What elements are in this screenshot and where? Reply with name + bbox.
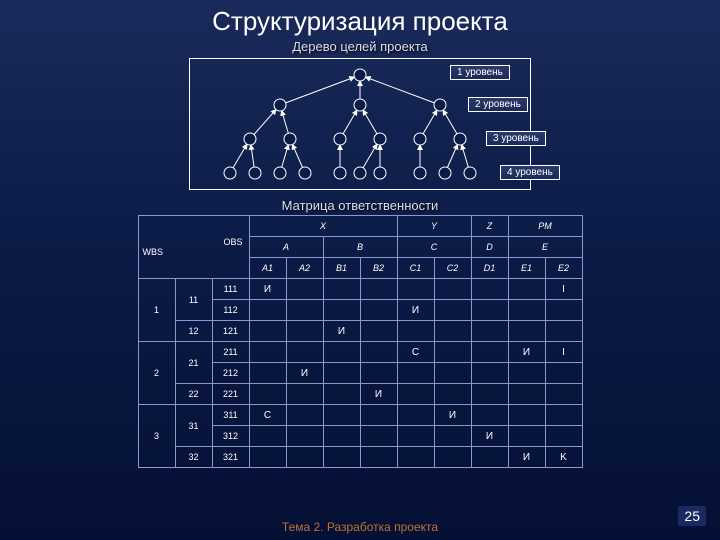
page-number: 25	[678, 506, 706, 526]
level-label: 2 уровень	[468, 97, 528, 112]
level-label: 1 уровень	[450, 65, 510, 80]
level-label: 4 уровень	[500, 165, 560, 180]
page-title: Структуризация проекта	[0, 0, 720, 37]
responsibility-matrix: OBSWBSXYZРМABCDEA1A2B1B2C1C2D1E1E2111111…	[138, 215, 583, 468]
tree-diagram: 1 уровень2 уровень3 уровень4 уровень	[189, 58, 531, 190]
level-label: 3 уровень	[486, 131, 546, 146]
matrix-title: Матрица ответственности	[0, 198, 720, 213]
matrix-holder: OBSWBSXYZРМABCDEA1A2B1B2C1C2D1E1E2111111…	[0, 215, 720, 468]
footer-text: Тема 2. Разработка проекта	[0, 520, 720, 534]
tree-title: Дерево целей проекта	[0, 39, 720, 54]
